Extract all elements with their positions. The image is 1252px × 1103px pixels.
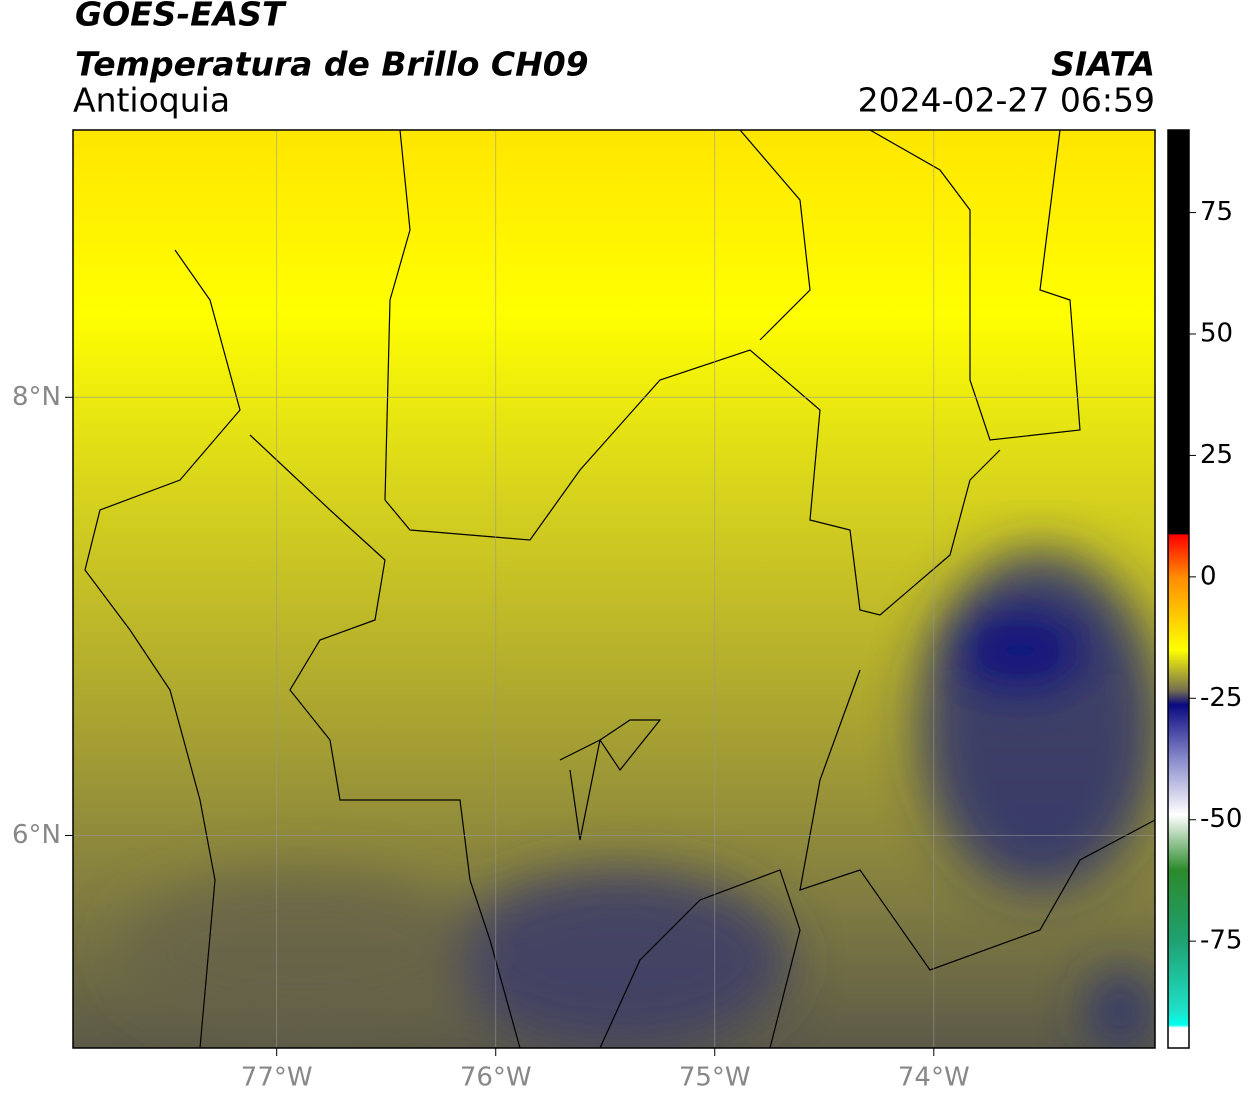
- region: Antioquia: [73, 81, 230, 120]
- agency: SIATA: [1051, 45, 1155, 84]
- colorbar-tick-label: 0: [1200, 561, 1217, 591]
- colorbar-tick-label: -25: [1200, 683, 1242, 713]
- x-tick-label: 76°W: [460, 1063, 532, 1093]
- y-tick-label: 8°N: [12, 382, 61, 412]
- timestamp: 2024-02-27 06:59: [858, 81, 1155, 120]
- subtitle: Temperatura de Brillo CH09: [75, 45, 589, 84]
- x-tick-label: 74°W: [898, 1063, 970, 1093]
- map-field: [73, 130, 1155, 1048]
- graticule: [73, 130, 1155, 1048]
- title: GOES-EAST: [75, 0, 287, 34]
- colorbar: [1167, 129, 1190, 1049]
- colorbar-tick-label: -50: [1200, 804, 1242, 834]
- colorbar-tick-label: 75: [1200, 197, 1233, 227]
- x-tick-label: 77°W: [241, 1063, 313, 1093]
- colorbar-tick-label: 25: [1200, 440, 1233, 470]
- colorbar-tick-label: -75: [1200, 926, 1242, 956]
- x-tick-label: 75°W: [679, 1063, 751, 1093]
- map-frame: [72, 129, 1156, 1049]
- colorbar-tick-label: 50: [1200, 319, 1233, 349]
- y-tick-label: 6°N: [12, 820, 61, 850]
